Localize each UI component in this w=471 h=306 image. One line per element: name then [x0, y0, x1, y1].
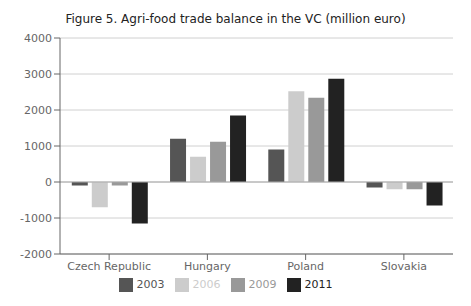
svg-text:-1000: -1000 [20, 212, 52, 225]
html-text:2003: 2003 [136, 278, 165, 291]
html-text:2006: 2006 [192, 278, 221, 291]
svg-text:Hungary: Hungary [184, 260, 231, 273]
html-text:2009: 2009 [248, 278, 277, 291]
svg-text:3000: 3000 [24, 68, 52, 81]
svg-text:Czech Republic: Czech Republic [67, 260, 151, 273]
svg-text:1000: 1000 [24, 140, 52, 153]
svg-text:2000: 2000 [24, 104, 52, 117]
svg-text:-2000: -2000 [20, 248, 52, 261]
html-text:2011: 2011 [304, 278, 333, 291]
svg-text:Slovakia: Slovakia [381, 260, 427, 273]
svg-text:Poland: Poland [287, 260, 324, 273]
svg-text:0: 0 [45, 176, 52, 189]
svg-text:4000: 4000 [24, 32, 52, 45]
html-text:Figure 5. Agri-food trade bala: Figure 5. Agri-food trade balance in the… [65, 12, 406, 26]
